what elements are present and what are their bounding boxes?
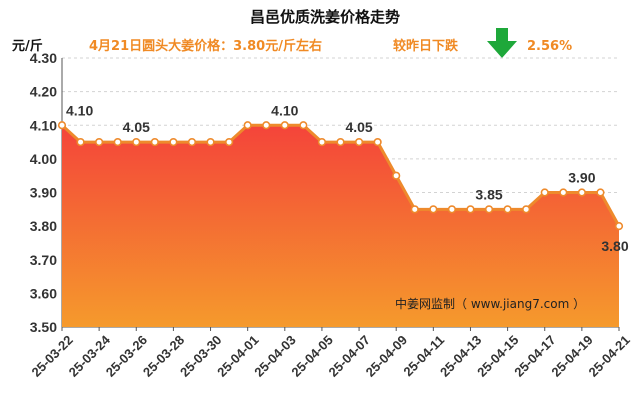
data-point — [392, 171, 401, 180]
x-tick-labels: 25-03-2225-03-2425-03-2625-03-2825-03-30… — [28, 332, 632, 380]
data-point — [243, 121, 252, 130]
area-layer — [62, 125, 619, 327]
y-tick-label: 4.20 — [30, 84, 57, 100]
data-label: 3.85 — [475, 186, 502, 202]
data-point — [317, 137, 327, 147]
data-point — [484, 205, 494, 214]
data-label: 3.80 — [601, 238, 628, 254]
y-tick-label: 3.80 — [30, 218, 57, 234]
watermark: 中姜网监制（ www.jiang7.com ） — [395, 296, 585, 311]
data-point — [57, 121, 67, 130]
x-tick-label: 25-04-21 — [585, 332, 632, 379]
data-label: 4.05 — [345, 119, 372, 135]
data-labels: 4.10 4.05 4.10 4.05 3.85 3.90 3.80 — [66, 102, 629, 254]
data-point — [354, 137, 364, 147]
data-point — [206, 137, 215, 147]
data-point — [187, 137, 197, 147]
chart-title: 昌邑优质洗姜价格走势 — [250, 8, 400, 26]
data-point — [76, 137, 85, 147]
data-point — [429, 205, 438, 214]
data-point — [522, 205, 531, 214]
data-point — [336, 137, 345, 147]
data-label: 3.90 — [568, 170, 595, 186]
y-tick-label: 3.70 — [30, 252, 57, 268]
data-point — [373, 137, 382, 147]
y-tick-labels: 3.50 3.60 3.70 3.80 3.90 4.00 4.10 4.20 4.30 — [30, 50, 57, 335]
data-point — [150, 137, 159, 147]
y-tick-label: 3.90 — [30, 185, 57, 201]
price-note: 4月21日圆头大姜价格：3.80元/斤左右 — [89, 38, 322, 54]
data-point — [299, 121, 308, 130]
data-point — [225, 137, 234, 147]
data-point — [132, 137, 141, 147]
y-tick-label: 3.60 — [30, 285, 57, 301]
data-point — [559, 188, 568, 197]
y-tick-label: 3.50 — [30, 319, 57, 335]
data-point — [410, 205, 419, 214]
data-point — [540, 188, 549, 197]
y-tick-label: 4.00 — [30, 151, 57, 167]
data-point — [596, 188, 605, 197]
down-arrow-icon — [487, 28, 517, 58]
data-point — [503, 205, 512, 214]
data-point — [95, 137, 104, 147]
data-point — [466, 205, 475, 214]
change-label: 较昨日下跌 — [393, 38, 459, 54]
area-fill — [62, 125, 619, 327]
data-label: 4.10 — [66, 102, 93, 118]
data-point — [113, 137, 122, 147]
y-tick-label: 4.10 — [30, 117, 57, 133]
data-point — [614, 222, 624, 231]
data-label: 4.10 — [271, 102, 298, 118]
y-tick-label: 4.30 — [30, 50, 57, 66]
data-point — [169, 137, 178, 147]
data-point — [262, 121, 271, 130]
change-value: 2.56% — [527, 39, 572, 54]
data-point — [577, 188, 586, 197]
data-point — [447, 205, 457, 214]
data-point — [280, 121, 289, 130]
data-label: 4.05 — [123, 119, 150, 135]
data-points — [57, 121, 624, 231]
y-unit-label: 元/斤 — [12, 38, 43, 54]
